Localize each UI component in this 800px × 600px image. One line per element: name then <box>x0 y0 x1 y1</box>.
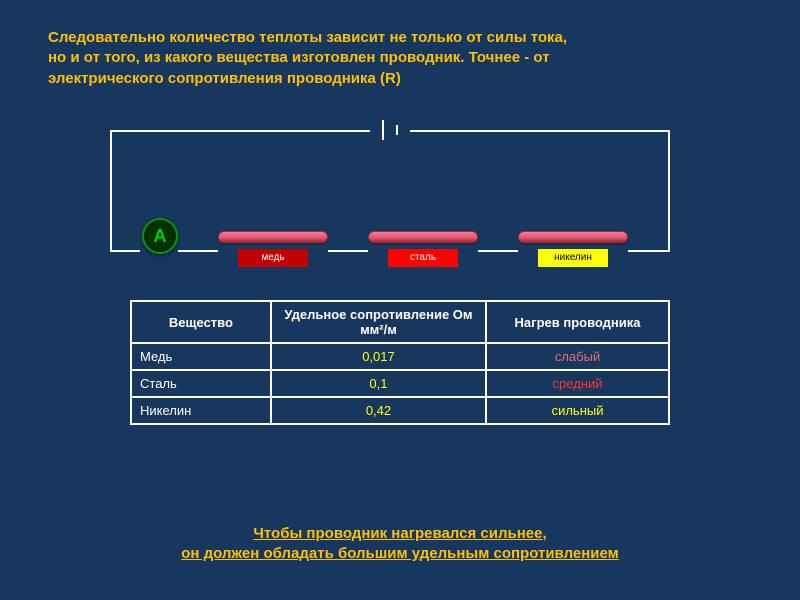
cell-resistivity: 0,017 <box>271 343 486 370</box>
conductor-copper: медь <box>218 231 328 243</box>
wire-left <box>110 130 112 250</box>
title-line-2: но и от того, из какого вещества изготов… <box>48 49 550 66</box>
conductor-steel: сталь <box>368 231 478 243</box>
footer-line-2: он должен обладать большим удельным сопр… <box>181 545 619 562</box>
conductor-label-steel: сталь <box>388 249 458 267</box>
wire-right <box>668 130 670 250</box>
cell-heating: слабый <box>486 343 669 370</box>
conductor-bar <box>518 231 628 243</box>
header-resistivity: Удельное сопротивление Ом мм²/м <box>271 301 486 343</box>
header-heating: Нагрев проводника <box>486 301 669 343</box>
wire-bottom-seg-0 <box>110 250 142 252</box>
battery-long-plate <box>382 120 384 140</box>
conductor-nickeline: никелин <box>518 231 628 243</box>
circuit-diagram: А медь сталь никелин <box>110 130 670 270</box>
header-material: Вещество <box>131 301 271 343</box>
title-text: Следовательно количество теплоты зависит… <box>48 28 752 89</box>
ammeter-icon: А <box>142 218 178 254</box>
footer-line-1: Чтобы проводник нагревался сильнее, <box>253 525 546 542</box>
resistivity-table: Вещество Удельное сопротивление Ом мм²/м… <box>130 300 670 425</box>
footer-text: Чтобы проводник нагревался сильнее, он д… <box>0 524 800 565</box>
cell-resistivity: 0,1 <box>271 370 486 397</box>
cell-heating: сильный <box>486 397 669 424</box>
cell-material: Медь <box>131 343 271 370</box>
battery-short-plate <box>396 125 398 135</box>
table: Вещество Удельное сопротивление Ом мм²/м… <box>130 300 670 425</box>
wire-bottom-seg-4 <box>628 250 670 252</box>
wire-bottom-seg-2 <box>328 250 368 252</box>
cell-material: Никелин <box>131 397 271 424</box>
conductor-label-nickeline: никелин <box>538 249 608 267</box>
table-row: Сталь 0,1 средний <box>131 370 669 397</box>
cell-material: Сталь <box>131 370 271 397</box>
table-header-row: Вещество Удельное сопротивление Ом мм²/м… <box>131 301 669 343</box>
conductor-bar <box>218 231 328 243</box>
battery-mask <box>370 120 410 140</box>
cell-heating: средний <box>486 370 669 397</box>
table-row: Медь 0,017 слабый <box>131 343 669 370</box>
conductor-label-copper: медь <box>238 249 308 267</box>
wire-bottom-seg-3 <box>478 250 518 252</box>
title-line-3: электрического сопротивления проводника … <box>48 70 401 87</box>
cell-resistivity: 0,42 <box>271 397 486 424</box>
title-line-1: Следовательно количество теплоты зависит… <box>48 29 567 46</box>
wire-bottom-seg-1 <box>178 250 218 252</box>
ammeter-label: А <box>154 226 167 247</box>
table-row: Никелин 0,42 сильный <box>131 397 669 424</box>
conductor-bar <box>368 231 478 243</box>
